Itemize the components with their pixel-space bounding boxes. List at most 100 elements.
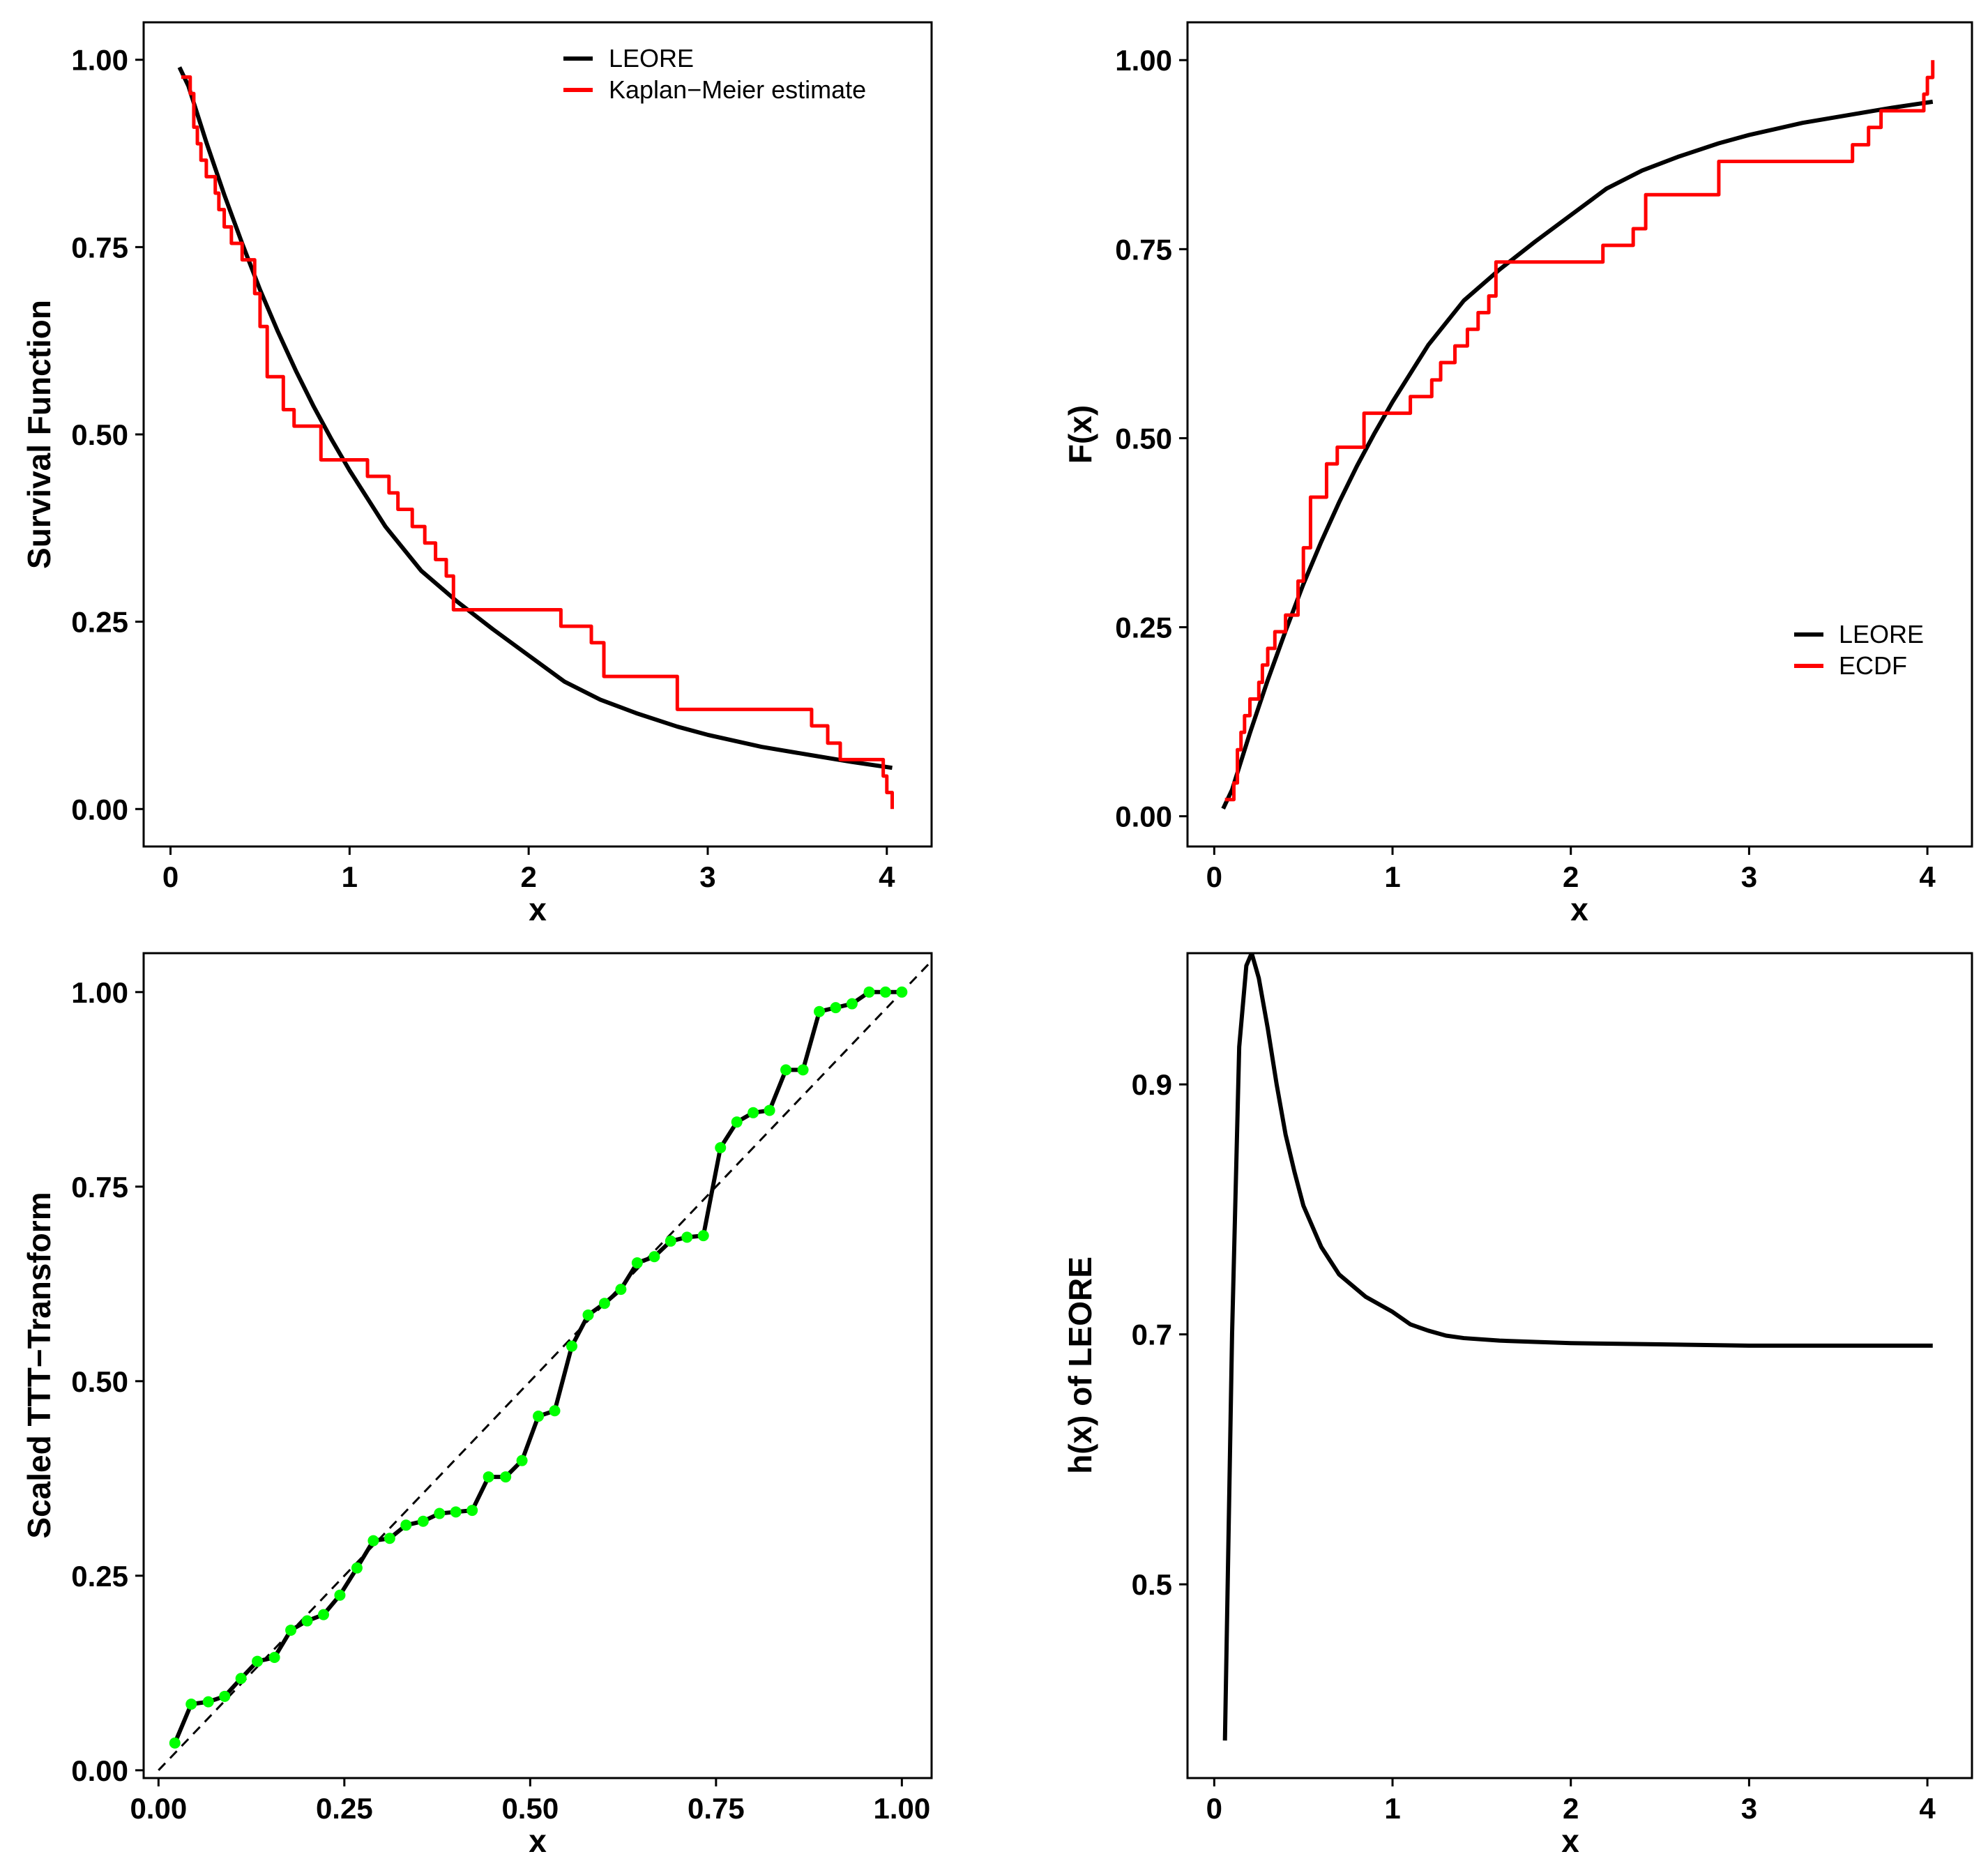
y-tick-label: 0.9 (1132, 1068, 1172, 1101)
y-tick-label: 0.5 (1132, 1568, 1172, 1601)
plot-frame (142, 952, 933, 1779)
y-axis-title: F(x) (1062, 405, 1098, 464)
y-axis-title: Survival Function (21, 300, 57, 569)
ttt-data-point (466, 1505, 478, 1517)
x-tick-label: 1 (1384, 1792, 1400, 1825)
ttt-data-point (879, 986, 891, 998)
y-tick-label: 0.25 (71, 606, 128, 639)
x-axis-title: x (1561, 1823, 1579, 1859)
ttt-transform-panel: 0.00 0.25 0.50 0.75 1.00 0.00 0.25 0.50 0.75 1.00… (21, 952, 933, 1859)
ttt-data-point (285, 1624, 297, 1636)
y-tick-label: 0.75 (1115, 233, 1172, 266)
x-axis-title: x (529, 891, 547, 927)
y-axis-title: Scaled TTT−Transform (21, 1192, 57, 1538)
series-line-h-x-of-leore (1222, 953, 1933, 1741)
y-tick-label: 1.00 (71, 44, 128, 77)
x-tick-label: 2 (1563, 1792, 1579, 1825)
legend-label-kaplan-meier: Kaplan−Meier estimate (609, 75, 866, 104)
ttt-data-point (367, 1535, 379, 1547)
x-tick-label: 0.75 (688, 1792, 745, 1825)
ttt-data-point (417, 1515, 429, 1527)
x-tick-label: 3 (1741, 1792, 1757, 1825)
legend-label-leore: LEORE (1839, 620, 1924, 648)
x-tick-label: 1.00 (873, 1792, 930, 1825)
y-tick-label: 0.25 (1115, 612, 1172, 644)
x-tick-label: 0.25 (316, 1792, 373, 1825)
ttt-data-point (185, 1698, 197, 1710)
y-tick-label: 0.75 (71, 231, 128, 264)
ttt-data-point (582, 1309, 594, 1321)
ttt-data-point (797, 1064, 809, 1076)
x-tick-label: 1 (1384, 860, 1400, 893)
ttt-data-point (334, 1589, 346, 1601)
x-tick-label: 3 (699, 860, 715, 893)
ttt-data-point (252, 1655, 264, 1667)
plot-area (158, 960, 932, 1771)
x-tick-label: 0 (162, 860, 179, 893)
ttt-data-point (715, 1142, 727, 1154)
ttt-data-point (615, 1284, 627, 1296)
ttt-data-point (235, 1673, 247, 1685)
x-tick-label: 3 (1741, 860, 1757, 893)
y-tick-label: 0.25 (71, 1560, 128, 1593)
ttt-data-point (384, 1533, 395, 1544)
ttt-data-point (500, 1471, 512, 1483)
ttt-data-point (351, 1562, 363, 1574)
plot-area (177, 66, 894, 810)
ttt-data-point (681, 1231, 693, 1243)
x-tick-label: 0.00 (130, 1792, 187, 1825)
y-tick-label: 0.50 (71, 1365, 128, 1398)
x-tick-label: 4 (879, 860, 895, 893)
ttt-data-point (317, 1609, 329, 1620)
x-tick-label: 0.50 (501, 1792, 559, 1825)
legend: LEORE Kaplan−Meier estimate (563, 44, 866, 104)
ttt-data-point (219, 1690, 231, 1702)
y-tick-label: 0.50 (71, 418, 128, 451)
x-tick-label: 1 (342, 860, 358, 893)
ttt-data-point (665, 1235, 676, 1247)
survival-function-panel: 0 1 2 3 4 0.00 0.25 0.50 0.75 1.00 x Survival Fun… (21, 21, 933, 927)
ttt-data-point (863, 986, 875, 998)
ttt-data-point (566, 1340, 578, 1352)
ttt-data-point (516, 1455, 528, 1466)
y-axis-title: h(x) of LEORE (1062, 1256, 1098, 1474)
ttt-data-point (549, 1405, 561, 1417)
ttt-data-point (814, 1005, 826, 1017)
ttt-data-point (731, 1116, 743, 1128)
ttt-data-point (169, 1737, 181, 1749)
ttt-data-point (830, 1002, 842, 1014)
x-axis-title: x (529, 1823, 547, 1859)
x-tick-label: 4 (1919, 860, 1936, 893)
x-tick-label: 2 (1563, 860, 1579, 893)
ttt-data-point (648, 1251, 660, 1263)
ttt-data-point (268, 1652, 280, 1664)
legend-label-leore: LEORE (609, 44, 694, 73)
x-axis-title: x (1570, 891, 1588, 927)
y-tick-label: 0.00 (71, 1754, 128, 1787)
y-tick-label: 0.7 (1132, 1319, 1172, 1351)
y-tick-label: 0.00 (71, 793, 128, 826)
x-tick-label: 2 (520, 860, 536, 893)
hazard-function-panel: 0 1 2 3 4 0.5 0.7 0.9 x h(x) of LEORE (1062, 952, 1973, 1859)
ttt-data-point (780, 1064, 792, 1076)
plot-frame (1186, 952, 1973, 1779)
ttt-data-point (598, 1298, 610, 1309)
y-tick-label: 0.00 (1115, 800, 1172, 833)
x-tick-label: 0 (1206, 1792, 1222, 1825)
ttt-data-point (631, 1257, 643, 1269)
plot-frame (1186, 21, 1973, 848)
plot-area (1222, 953, 1933, 1741)
legend: LEORE ECDF (1794, 620, 1924, 680)
ttt-data-point (533, 1411, 545, 1422)
ttt-data-point (748, 1107, 759, 1118)
ttt-data-point (400, 1519, 412, 1531)
ttt-data-point (450, 1506, 462, 1518)
y-tick-label: 1.00 (1115, 44, 1172, 77)
ttt-data-point (434, 1508, 446, 1519)
x-tick-label: 0 (1206, 860, 1222, 893)
y-tick-label: 0.50 (1115, 422, 1172, 455)
series-line-ecdf (1224, 60, 1935, 802)
plot-area (1221, 60, 1935, 810)
